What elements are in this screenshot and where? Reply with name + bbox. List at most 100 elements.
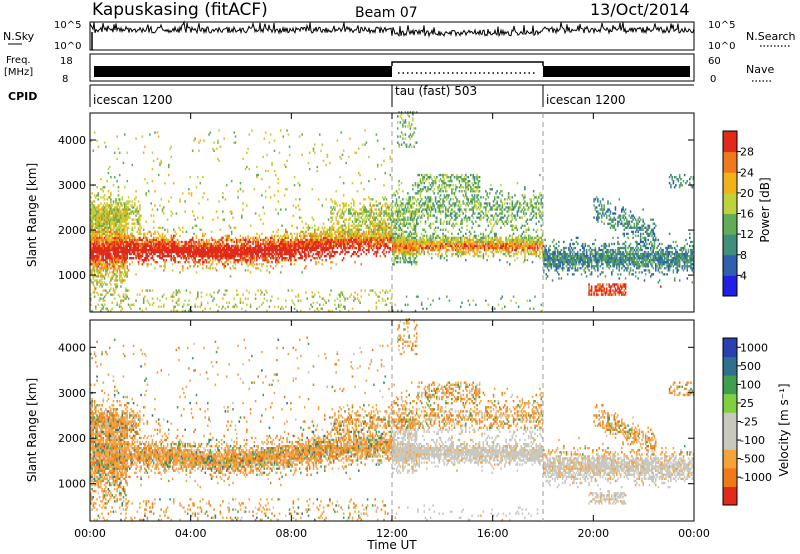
echo-cell bbox=[254, 212, 257, 215]
echo-cell bbox=[115, 263, 117, 266]
echo-cell bbox=[122, 246, 125, 250]
echo-cell bbox=[121, 216, 124, 219]
echo-cell bbox=[346, 238, 349, 242]
echo-cell bbox=[108, 196, 111, 199]
echo-cell bbox=[308, 234, 311, 238]
echo-cell bbox=[146, 248, 149, 252]
echo-cell bbox=[436, 244, 438, 248]
echo-cell bbox=[326, 234, 329, 238]
echo-cell bbox=[275, 242, 277, 246]
echo-cell bbox=[369, 244, 371, 248]
echo-cell bbox=[90, 273, 92, 276]
echo-cell bbox=[149, 289, 151, 292]
echo-cell bbox=[205, 259, 208, 262]
echo-cell bbox=[121, 218, 124, 221]
echo-cell bbox=[259, 238, 262, 242]
echo-cell bbox=[145, 255, 147, 258]
echo-cell bbox=[95, 214, 97, 217]
echo-cell bbox=[100, 293, 102, 296]
echo-cell bbox=[366, 210, 369, 213]
echo-cell bbox=[383, 159, 385, 163]
echo-cell bbox=[147, 263, 150, 266]
echo-cell bbox=[427, 240, 429, 244]
echo-cell bbox=[96, 246, 98, 250]
echo-cell bbox=[329, 226, 331, 229]
echo-cell bbox=[246, 303, 248, 306]
echo-cell bbox=[193, 244, 195, 248]
echo-cell bbox=[121, 279, 124, 282]
echo-cell bbox=[317, 250, 320, 254]
echo-cell bbox=[176, 242, 179, 246]
echo-cell bbox=[142, 228, 145, 231]
echo-cell bbox=[113, 220, 116, 223]
echo-cell bbox=[100, 202, 102, 205]
echo-cell bbox=[397, 309, 399, 313]
echo-cell bbox=[324, 248, 326, 252]
echo-cell bbox=[306, 242, 308, 246]
echo-cell bbox=[379, 242, 381, 246]
echo-cell bbox=[202, 255, 204, 258]
echo-cell bbox=[188, 246, 190, 250]
echo-cell bbox=[332, 244, 335, 248]
echo-cell bbox=[151, 167, 154, 171]
echo-cell bbox=[320, 234, 322, 238]
echo-cell bbox=[117, 224, 120, 227]
echo-cell bbox=[118, 275, 121, 278]
echo-cell bbox=[272, 230, 275, 234]
echo-cell bbox=[330, 220, 332, 223]
echo-cell bbox=[103, 212, 106, 215]
echo-cell bbox=[101, 246, 103, 250]
echo-cell bbox=[370, 210, 373, 213]
echo-cell bbox=[116, 222, 118, 225]
echo-cell bbox=[324, 234, 326, 238]
echo-cell bbox=[337, 236, 340, 240]
echo-cell bbox=[286, 250, 288, 254]
echo-cell bbox=[103, 265, 106, 268]
echo-cell bbox=[173, 257, 175, 260]
echo-cell bbox=[371, 248, 374, 252]
echo-cell bbox=[98, 224, 101, 227]
echo-cell bbox=[330, 261, 332, 264]
echo-cell bbox=[93, 210, 96, 213]
echo-cell bbox=[429, 196, 432, 199]
echo-cell bbox=[402, 232, 404, 236]
echo-cell bbox=[316, 250, 319, 254]
echo-cell bbox=[370, 238, 373, 242]
echo-cell bbox=[141, 250, 144, 254]
echo-cell bbox=[415, 244, 418, 248]
echo-cell bbox=[373, 230, 375, 234]
echo-cell bbox=[218, 129, 220, 132]
echo-cell bbox=[327, 236, 330, 240]
echo-cell bbox=[280, 252, 282, 256]
echo-cell bbox=[90, 259, 92, 262]
echo-cell bbox=[106, 208, 108, 211]
echo-cell bbox=[117, 194, 120, 197]
echo-cell bbox=[384, 202, 387, 205]
echo-cell bbox=[113, 242, 116, 246]
echo-cell bbox=[325, 246, 327, 250]
echo-cell bbox=[156, 244, 159, 248]
echo-cell bbox=[413, 232, 415, 236]
echo-cell bbox=[174, 259, 176, 262]
echo-cell bbox=[103, 242, 106, 246]
echo-cell bbox=[370, 206, 373, 209]
echo-cell bbox=[181, 230, 184, 234]
echo-cell bbox=[273, 252, 276, 256]
echo-cell bbox=[103, 238, 106, 242]
echo-cell bbox=[222, 255, 224, 258]
echo-cell bbox=[96, 248, 98, 252]
echo-cell bbox=[107, 236, 110, 240]
echo-cell bbox=[110, 200, 112, 203]
echo-cell bbox=[398, 188, 400, 191]
echo-cell bbox=[208, 133, 210, 136]
echo-cell bbox=[268, 255, 271, 258]
echo-cell bbox=[161, 252, 164, 256]
echo-cell bbox=[415, 208, 418, 211]
echo-cell bbox=[129, 216, 131, 219]
echo-cell bbox=[152, 159, 155, 163]
echo-cell bbox=[305, 252, 307, 256]
echo-cell bbox=[398, 244, 400, 248]
echo-cell bbox=[236, 305, 238, 308]
echo-cell bbox=[121, 236, 124, 240]
echo-cell bbox=[144, 242, 146, 246]
